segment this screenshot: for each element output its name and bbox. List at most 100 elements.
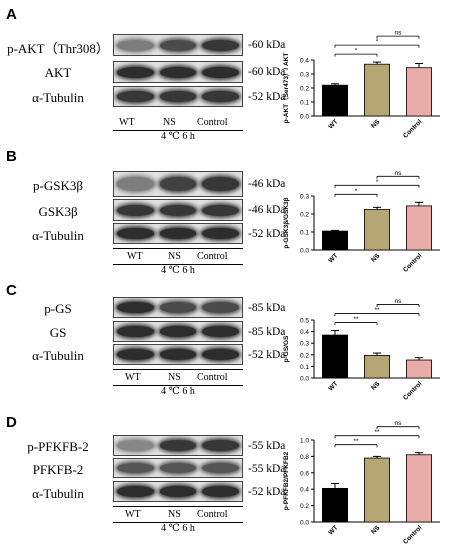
condition-label: 4 ℃ 6 h	[161, 265, 195, 276]
blot-band	[159, 204, 197, 216]
blot-band	[159, 228, 197, 239]
blot-band	[202, 463, 239, 473]
blot-label: p-GSK3β	[33, 178, 83, 193]
bar-ns	[364, 457, 391, 523]
lane-label: WT	[127, 251, 143, 262]
significance-label: **	[353, 438, 359, 445]
panel-c: C p-GS -85 kDa GS -85 kDa α-Tubulin -52 …	[0, 278, 460, 406]
blot-band-strip	[113, 199, 243, 221]
lane-label: NS	[163, 117, 176, 128]
condition-label: 4 ℃ 6 h	[161, 523, 195, 534]
blot-band	[159, 177, 197, 191]
panel-letter: A	[6, 6, 17, 23]
lanes-overline	[113, 506, 243, 507]
blot-band	[159, 349, 197, 360]
lane-label: Control	[197, 372, 228, 383]
blot-band-strip	[113, 458, 243, 478]
kda-marker: -55 kDa	[248, 440, 286, 452]
x-tick-label: NS	[370, 380, 382, 392]
blot-band-strip	[113, 435, 243, 456]
y-axis-label: p-GSK3β/GSK3β	[283, 197, 290, 248]
blot-band	[116, 177, 154, 191]
blot-band	[202, 66, 239, 78]
blot-band	[202, 486, 239, 497]
y-axis-label: p-AKT（Ser473）/ AKT	[282, 53, 290, 124]
y-tick-label: 0.1	[300, 100, 309, 107]
y-tick-label: 0.4	[300, 58, 309, 65]
lanes-overline	[113, 248, 243, 249]
x-tick-label: NS	[370, 118, 382, 130]
lane-label: Control	[197, 251, 228, 262]
blot-band	[116, 91, 154, 102]
y-tick-label: 0.1	[300, 230, 309, 237]
blot-band-strip	[113, 321, 243, 342]
blot-label: α-Tubulin	[32, 90, 84, 105]
blot-band	[159, 66, 197, 78]
panel-letter: B	[6, 148, 17, 165]
significance-label: *	[376, 179, 379, 186]
blot-band	[116, 66, 154, 78]
y-axis-label: p-PFKFB2/PFKFB2	[283, 451, 290, 510]
significance-label: **	[374, 307, 380, 314]
bar-chart-a: 0.0 0.1 0.2 0.3 0.4 p-AKT（Ser473）/ AKT WT NS Con…	[282, 30, 440, 140]
blot-band	[116, 349, 154, 360]
y-tick-label: 0.0	[300, 520, 309, 527]
x-tick-label: WT	[327, 524, 339, 536]
blot-band	[202, 91, 239, 102]
bar-ns	[364, 209, 391, 251]
kda-marker: -85 kDa	[248, 326, 286, 338]
significance-label: ns	[395, 170, 403, 177]
blot-band	[116, 486, 154, 497]
bar-control	[405, 67, 432, 117]
kda-marker: -60 kDa	[248, 66, 286, 78]
blot-band	[116, 326, 154, 337]
y-tick-label: 0.8	[300, 454, 309, 461]
significance-label: *	[355, 188, 358, 195]
blot-label: GS	[49, 325, 67, 340]
x-tick-label: Control	[402, 118, 423, 139]
blot-band	[159, 326, 197, 337]
blot-label: α-Tubulin	[32, 228, 84, 243]
blot-band-strip	[113, 86, 243, 107]
bar-ns	[364, 63, 391, 117]
condition-label: 4 ℃ 6 h	[161, 386, 195, 397]
significance-label: ns	[395, 420, 403, 427]
y-tick-label: 0.0	[300, 376, 309, 383]
blot-band	[202, 326, 239, 337]
blot-band	[202, 204, 239, 216]
blot-band	[202, 302, 239, 313]
x-tick-label: Control	[402, 524, 423, 545]
significance-label: ns	[395, 298, 403, 305]
x-tick-label: Control	[402, 380, 423, 401]
blot-band	[116, 302, 154, 313]
significance-label: **	[353, 316, 359, 323]
blot-band	[159, 302, 197, 313]
x-tick-label: Control	[402, 252, 423, 273]
blot-band	[202, 177, 239, 191]
lane-label: WT	[125, 509, 141, 520]
blot-band	[116, 39, 154, 51]
blot-band	[202, 228, 239, 239]
kda-marker: -55 kDa	[248, 463, 286, 475]
panel-letter: C	[6, 282, 17, 299]
blot-band-strip	[113, 344, 243, 365]
y-tick-label: 0.0	[300, 114, 309, 121]
blot-band-strip	[113, 171, 243, 197]
blot-label: p-AKT（Thr308）	[7, 41, 109, 56]
blot-band	[116, 440, 154, 451]
kda-marker: -52 kDa	[248, 486, 286, 498]
blot-band	[202, 440, 239, 451]
y-tick-label: 0.0	[300, 248, 309, 255]
significance-label: *	[355, 48, 358, 55]
blot-band-strip	[113, 34, 243, 56]
blot-band	[159, 486, 197, 497]
lane-label: Control	[197, 509, 228, 520]
blot-band-strip	[113, 297, 243, 318]
y-tick-label: 0.3	[300, 194, 309, 201]
blot-band	[116, 204, 154, 216]
bar-chart-d: 0.0 0.2 0.4 0.6 0.8 1.0 p-PFKFB2/PFKFB2 WT NS Con…	[283, 420, 440, 546]
x-tick-label: NS	[370, 524, 382, 536]
blot-label: AKT	[44, 65, 72, 80]
lanes-overline	[113, 369, 243, 370]
panel-b: B p-GSK3β -46 kDa GSK3β -46 kDa α-Tubuli…	[0, 140, 460, 278]
